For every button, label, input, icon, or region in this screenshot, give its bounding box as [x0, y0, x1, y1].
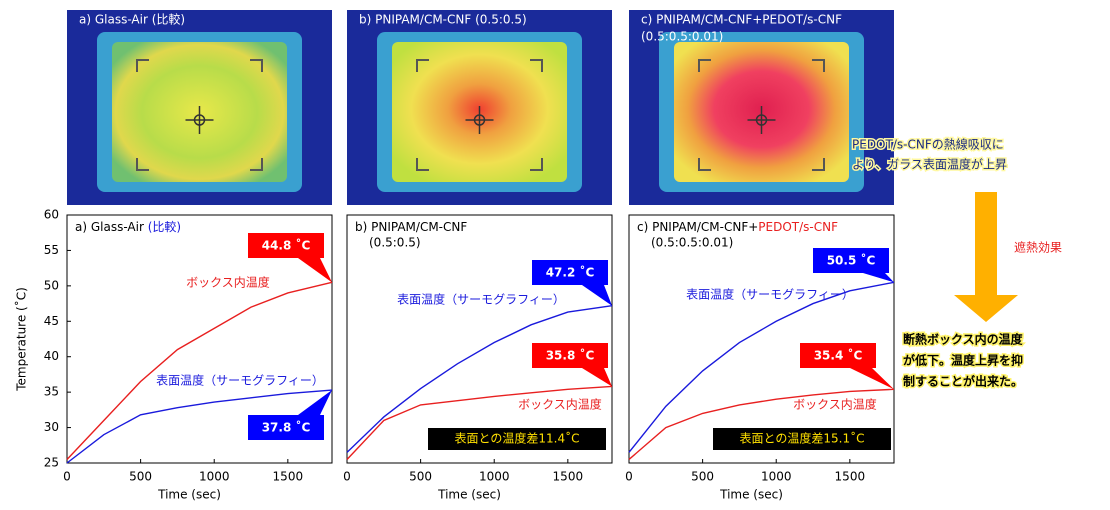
y-tick-label: 55	[44, 243, 59, 257]
title-part: b) PNIPAM/CM-CNF	[355, 220, 467, 234]
y-tick-label: 35	[44, 385, 59, 399]
series-label: ボックス内温度	[186, 275, 270, 290]
x-tick-label: 1500	[553, 470, 584, 484]
chart-title: a) Glass-Air (比較)	[75, 219, 181, 234]
diff-note: 表面との温度差11.4˚C	[455, 431, 580, 446]
image-caption: (0.5:0.5:0.01)	[641, 30, 723, 44]
y-tick-label: 50	[44, 278, 59, 292]
image-caption: b) PNIPAM/CM-CNF (0.5:0.5)	[359, 13, 527, 27]
side-note: が低下。温度上昇を抑	[903, 353, 1023, 368]
side-note: PEDOT/s-CNFの熱線吸収に	[852, 137, 1004, 152]
y-tick-label: 25	[44, 456, 59, 470]
series-label: 表面温度（サーモグラフィー）	[397, 292, 565, 307]
series-label: ボックス内温度	[518, 397, 602, 412]
y-tick-label: 30	[44, 420, 59, 434]
x-tick-label: 1000	[479, 470, 510, 484]
callout-value: 35.4 ˚C	[814, 348, 863, 363]
y-tick-label: 60	[44, 208, 59, 222]
figure: a) Glass-Air (比較) b) PNIPAM/CM-CNF (0.5:0…	[0, 0, 1110, 510]
down-arrow	[954, 192, 1018, 322]
title-part: c) PNIPAM/CM-CNF+	[637, 220, 758, 234]
title-part: a) Glass-Air	[75, 220, 148, 234]
x-axis-label: Time (sec)	[437, 488, 501, 502]
title-part: PEDOT/s-CNF	[758, 220, 838, 234]
x-axis-label: Time (sec)	[719, 488, 783, 502]
callout-value: 37.8 ˚C	[262, 420, 311, 435]
side-note: 制することが出来た。	[903, 374, 1023, 389]
chart-subtitle: (0.5:0.5:0.01)	[651, 236, 733, 250]
callout-value: 44.8 ˚C	[262, 238, 311, 253]
plot-frame	[347, 215, 612, 463]
x-tick-label: 500	[129, 470, 152, 484]
series-label: 表面温度（サーモグラフィー）	[686, 287, 854, 302]
x-tick-label: 500	[691, 470, 714, 484]
x-tick-label: 500	[409, 470, 432, 484]
series-label: 表面温度（サーモグラフィー）	[156, 373, 324, 388]
callout-value: 35.8 ˚C	[546, 348, 595, 363]
chart-title: b) PNIPAM/CM-CNF	[355, 220, 467, 234]
series-label: ボックス内温度	[793, 397, 877, 412]
title-part: (比較)	[148, 219, 181, 234]
chart-title: c) PNIPAM/CM-CNF+PEDOT/s-CNF	[637, 220, 838, 234]
x-tick-label: 1500	[273, 470, 304, 484]
x-tick-label: 1500	[835, 470, 866, 484]
x-tick-label: 0	[625, 470, 633, 484]
x-tick-label: 1000	[761, 470, 792, 484]
x-tick-label: 1000	[199, 470, 230, 484]
side-note: 断熱ボックス内の温度	[903, 332, 1024, 347]
callout-value: 50.5 ˚C	[827, 253, 876, 268]
callout-value: 47.2 ˚C	[546, 265, 595, 280]
side-note: より、ガラス表面温度が上昇	[852, 157, 1007, 172]
x-tick-label: 0	[63, 470, 71, 484]
page: a) Glass-Air (比較) b) PNIPAM/CM-CNF (0.5:0…	[0, 0, 1110, 510]
x-axis-label: Time (sec)	[157, 488, 221, 502]
y-tick-label: 45	[44, 314, 59, 328]
y-axis-label: Temperature (˚C)	[14, 287, 29, 392]
chart-subtitle: (0.5:0.5)	[369, 236, 421, 250]
arrow-label: 遮熱効果	[1014, 240, 1062, 255]
y-tick-label: 40	[44, 349, 59, 363]
x-tick-label: 0	[343, 470, 351, 484]
image-caption: a) Glass-Air (比較)	[79, 12, 185, 27]
image-caption: c) PNIPAM/CM-CNF+PEDOT/s-CNF	[641, 13, 842, 27]
diff-note: 表面との温度差15.1˚C	[740, 431, 865, 446]
